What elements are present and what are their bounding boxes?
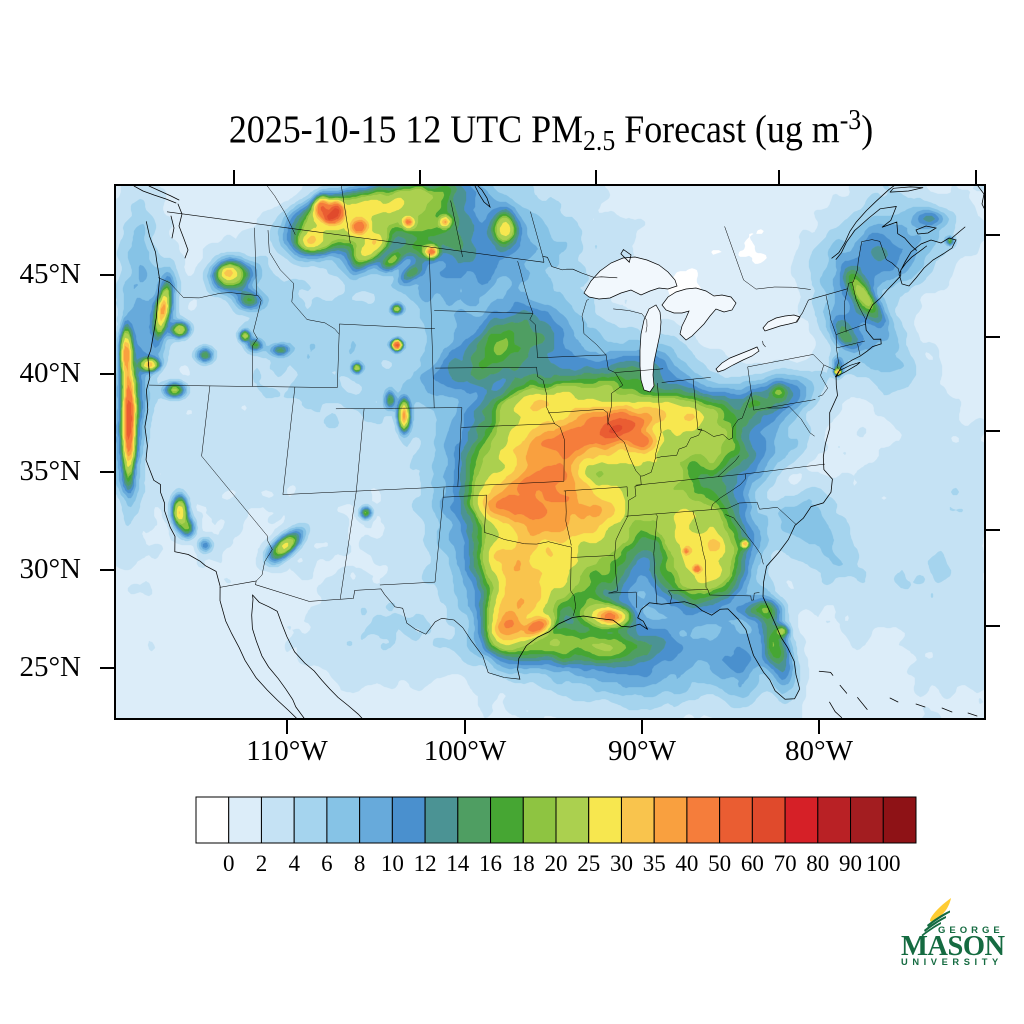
svg-text:MASON: MASON	[901, 931, 1006, 962]
svg-text:UNIVERSITY: UNIVERSITY	[901, 957, 1003, 967]
svg-text:GEORGE: GEORGE	[938, 925, 1004, 936]
